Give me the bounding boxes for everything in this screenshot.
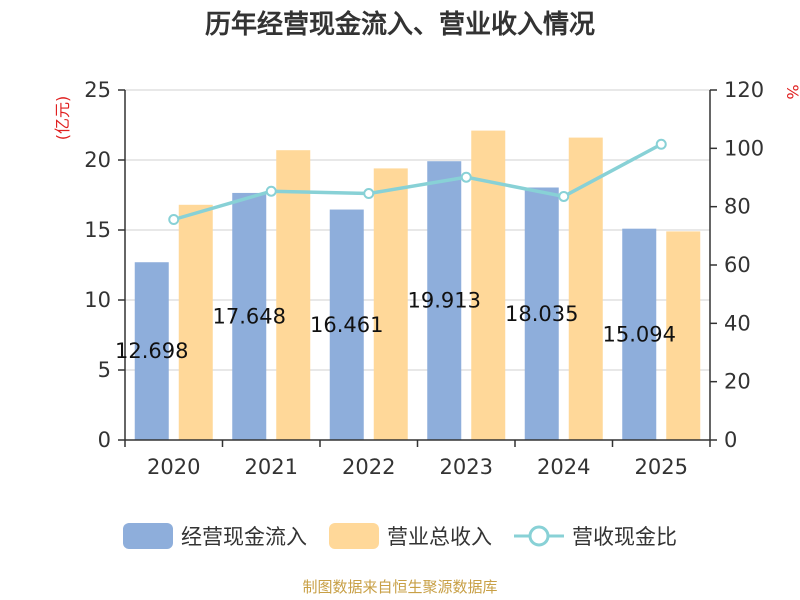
- y-right-tick-label: 100: [724, 136, 764, 160]
- legend-swatch-cash-inflow: [123, 523, 173, 549]
- y-right-tick-label: 20: [724, 370, 751, 394]
- data-labels: 12.698 17.648 16.461 19.913 18.035 15.094: [115, 289, 676, 364]
- y-right-tick-label: 0: [724, 428, 737, 452]
- chart-title: 历年经营现金流入、营业收入情况: [204, 10, 595, 40]
- y-right-tick-label: 120: [724, 78, 764, 102]
- data-label-cash-inflow: 19.913: [408, 289, 481, 313]
- bar-cash-inflow: [622, 228, 657, 440]
- source-note: 制图数据来自恒生聚源数据库: [302, 578, 498, 596]
- x-tick-label: 2020: [147, 455, 200, 479]
- line-series: [168, 138, 667, 225]
- legend: 经营现金流入 营业总收入 营收现金比: [0, 516, 800, 556]
- y-left-tick-label: 25: [84, 78, 111, 102]
- bar-revenue: [666, 231, 701, 440]
- legend-label-cash-inflow: 经营现金流入: [181, 525, 307, 549]
- point-cash-ratio: [265, 185, 277, 197]
- y-right-axis-label: %: [783, 84, 800, 99]
- data-label-cash-inflow: 15.094: [603, 322, 676, 346]
- point-cash-ratio: [460, 171, 472, 183]
- x-tick-label: 2024: [537, 455, 590, 479]
- bar-revenue: [373, 168, 408, 440]
- point-cash-ratio: [363, 188, 375, 200]
- data-label-cash-inflow: 18.035: [505, 302, 578, 326]
- y-left-tick-label: 0: [98, 428, 111, 452]
- bar-revenue: [276, 150, 311, 440]
- legend-swatch-cash-ratio: [514, 525, 564, 547]
- bar-revenue: [568, 137, 603, 440]
- bar-revenue: [471, 130, 506, 440]
- bar-cash-inflow: [427, 161, 462, 440]
- bar-series: [134, 130, 701, 440]
- bar-cash-inflow: [232, 192, 267, 440]
- bar-revenue: [178, 204, 213, 440]
- legend-item-revenue[interactable]: 营业总收入: [329, 521, 492, 551]
- x-tick-label: 2023: [440, 455, 493, 479]
- legend-label-revenue: 营业总收入: [387, 525, 492, 549]
- point-cash-ratio: [655, 138, 667, 150]
- line-cash-ratio: [173, 142, 663, 222]
- y-right-tick-label: 40: [724, 311, 751, 335]
- point-cash-ratio: [168, 214, 180, 225]
- bar-cash-inflow: [329, 209, 364, 440]
- x-tick-label: 2021: [245, 455, 298, 479]
- y-left-tick-label: 15: [84, 218, 111, 242]
- legend-item-cash-inflow[interactable]: 经营现金流入: [123, 521, 307, 551]
- y-left-tick-label: 5: [98, 358, 111, 382]
- legend-swatch-revenue: [329, 523, 379, 549]
- bar-cash-inflow: [524, 187, 559, 440]
- y-left-axis-label: (亿元): [53, 96, 72, 141]
- legend-label-cash-ratio: 营收现金比: [572, 525, 677, 549]
- y-left-tick-label: 10: [84, 288, 111, 312]
- y-right-tick-label: 80: [724, 195, 751, 219]
- bar-cash-inflow: [134, 262, 169, 440]
- x-tick-label: 2025: [635, 455, 688, 479]
- legend-item-cash-ratio[interactable]: 营收现金比: [514, 521, 677, 551]
- y-left-tick-label: 20: [84, 148, 111, 172]
- x-tick-label: 2022: [342, 455, 395, 479]
- point-cash-ratio: [558, 190, 570, 202]
- y-right-tick-label: 60: [724, 253, 751, 277]
- data-label-cash-inflow: 16.461: [310, 313, 383, 337]
- data-label-cash-inflow: 17.648: [213, 304, 286, 328]
- data-label-cash-inflow: 12.698: [115, 339, 188, 363]
